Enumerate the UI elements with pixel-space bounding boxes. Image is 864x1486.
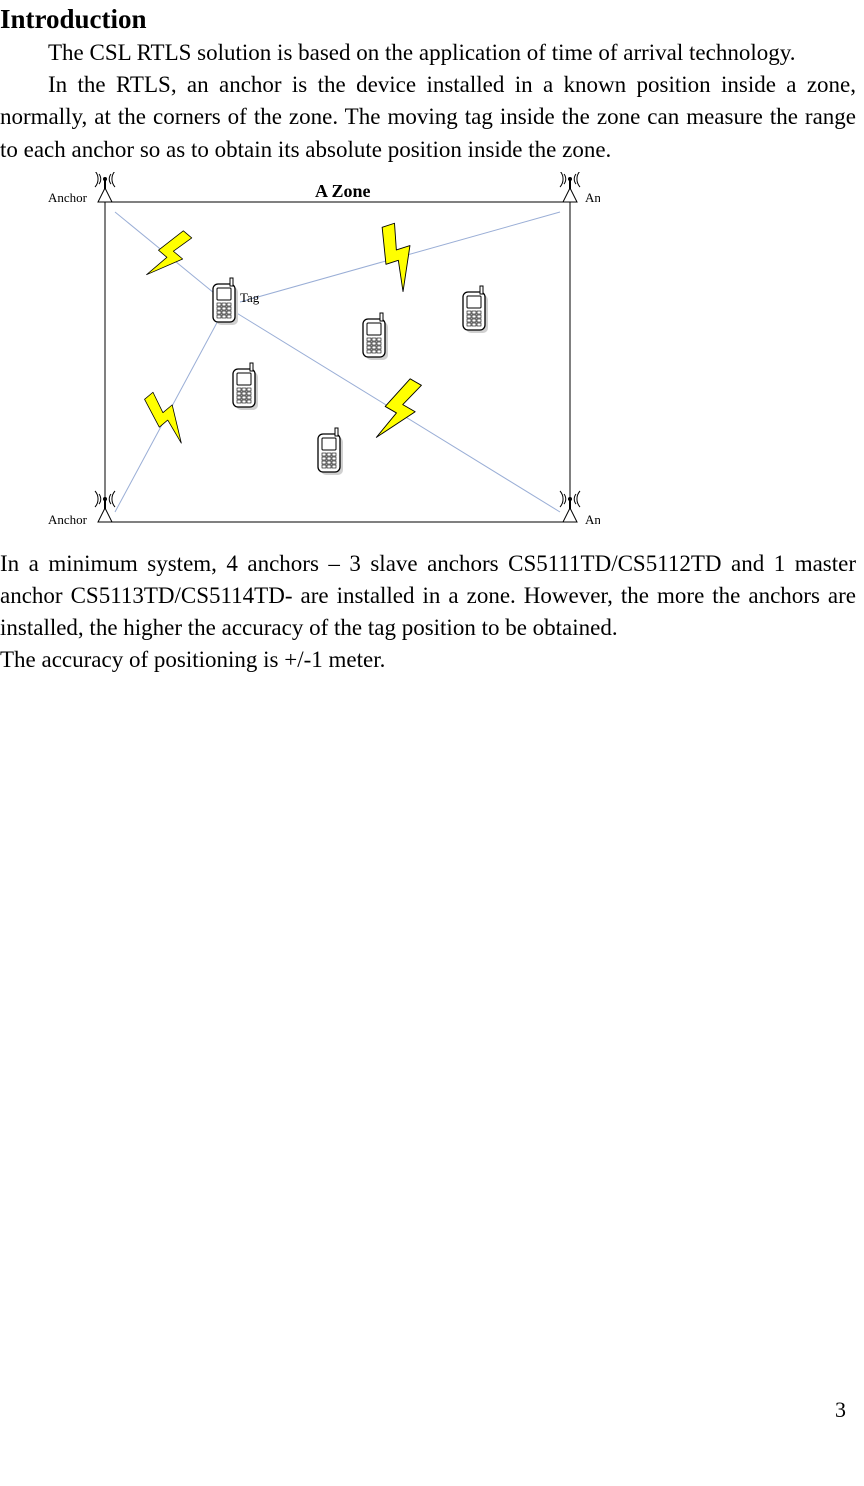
svg-text:Anchor: Anchor bbox=[48, 190, 88, 205]
paragraph-1: The CSL RTLS solution is based on the ap… bbox=[0, 37, 856, 69]
svg-text:Anchor: Anchor bbox=[585, 512, 600, 527]
paragraph-4: The accuracy of positioning is +/-1 mete… bbox=[0, 644, 856, 676]
section-heading: Introduction bbox=[0, 4, 856, 35]
svg-text:Anchor: Anchor bbox=[48, 512, 88, 527]
paragraph-2: In the RTLS, an anchor is the device ins… bbox=[0, 69, 856, 166]
paragraph-3: In a minimum system, 4 anchors – 3 slave… bbox=[0, 548, 856, 645]
svg-text:A Zone: A Zone bbox=[315, 181, 371, 201]
page-number: 3 bbox=[0, 1397, 856, 1423]
zone-diagram: A Zone Anchor Anchor Anchor Anchor Tag bbox=[40, 172, 856, 542]
svg-text:Anchor: Anchor bbox=[585, 190, 600, 205]
svg-text:Tag: Tag bbox=[240, 290, 260, 305]
